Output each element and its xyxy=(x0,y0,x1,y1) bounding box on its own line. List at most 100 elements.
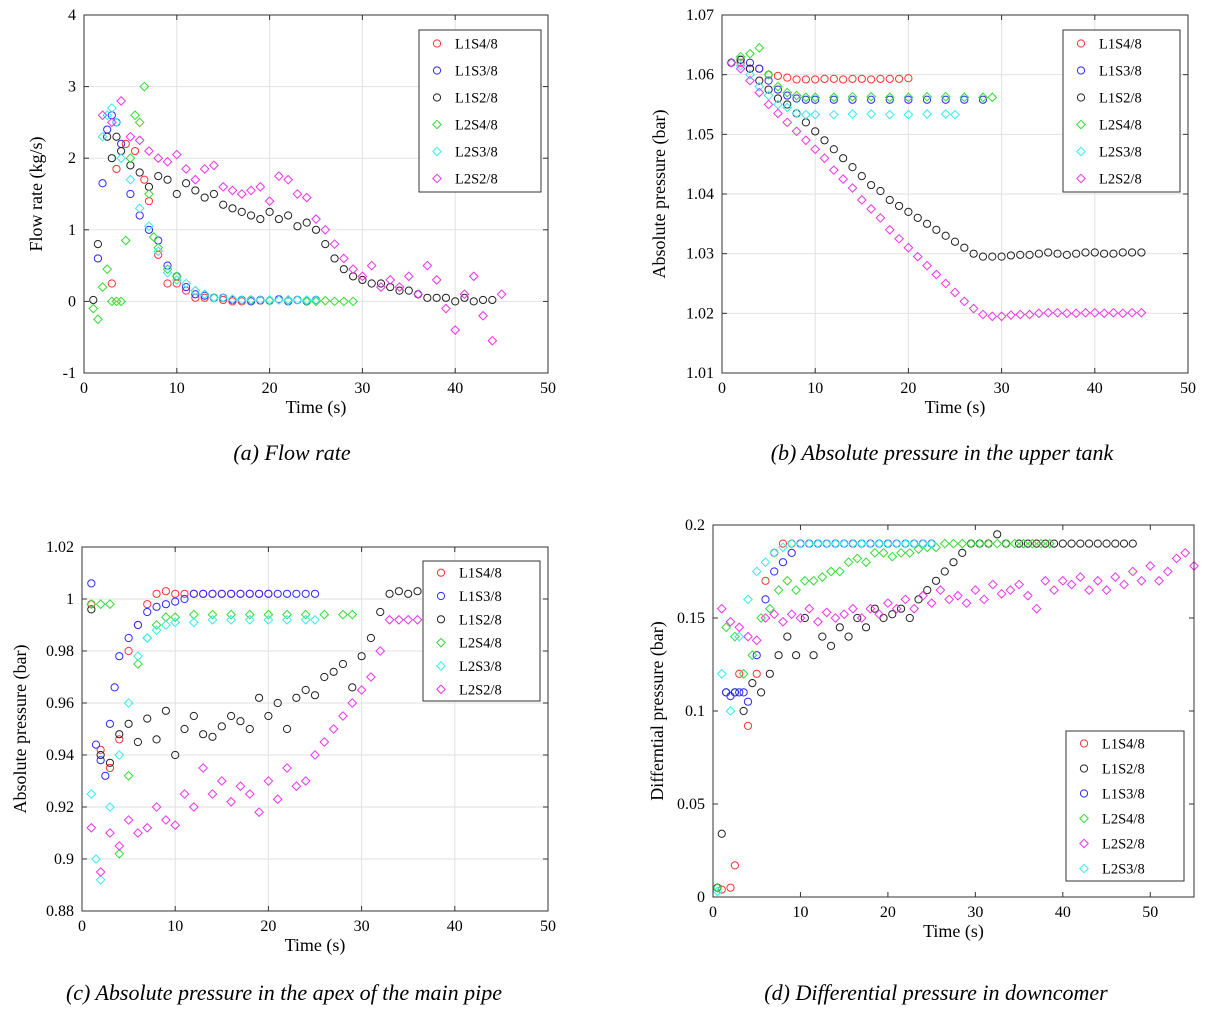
data-point xyxy=(134,203,145,214)
data-point xyxy=(310,691,320,700)
data-point xyxy=(263,609,274,620)
data-point xyxy=(198,763,209,773)
data-point xyxy=(348,296,359,307)
data-point xyxy=(839,609,850,620)
data-point xyxy=(813,539,823,548)
data-point xyxy=(799,575,810,586)
data-point xyxy=(102,110,113,121)
data-point xyxy=(124,719,133,728)
data-point xyxy=(970,585,981,596)
data-point xyxy=(992,538,1003,549)
data-point xyxy=(975,539,984,548)
data-point xyxy=(460,293,469,302)
data-point xyxy=(218,181,229,192)
data-point xyxy=(754,87,765,98)
data-point xyxy=(126,189,135,199)
data-layer xyxy=(726,42,1147,322)
data-point xyxy=(209,292,219,303)
data-point xyxy=(394,587,403,596)
data-point xyxy=(1031,603,1042,614)
data-point xyxy=(887,551,898,562)
data-point xyxy=(1040,575,1051,586)
data-point xyxy=(191,186,200,195)
data-point xyxy=(885,74,894,83)
data-point xyxy=(791,585,801,596)
data-point xyxy=(385,589,394,598)
data-point xyxy=(124,633,133,643)
data-point xyxy=(274,214,283,224)
data-point xyxy=(154,172,163,181)
data-point xyxy=(883,538,893,549)
data-point xyxy=(867,180,876,190)
data-point xyxy=(114,848,125,859)
data-point xyxy=(912,251,923,262)
data-point xyxy=(1136,307,1147,318)
legend-label: L1S2/8 xyxy=(459,612,502,628)
x-tick-label: 40 xyxy=(447,380,463,397)
data-point xyxy=(931,269,942,280)
data-point xyxy=(226,609,237,620)
data-point xyxy=(254,589,264,598)
x-axis-label: Time (s) xyxy=(285,935,346,956)
data-point xyxy=(778,539,788,548)
data-point xyxy=(861,557,871,568)
data-point xyxy=(761,595,770,604)
data-point xyxy=(978,309,988,320)
data-point xyxy=(1009,538,1020,549)
data-point xyxy=(754,42,765,53)
legend-box xyxy=(422,560,541,702)
data-point xyxy=(96,745,105,754)
y-tick-label: 0.15 xyxy=(677,610,705,627)
data-point xyxy=(900,538,911,549)
data-point xyxy=(123,815,134,825)
data-point xyxy=(884,109,895,120)
data-point xyxy=(941,95,950,104)
y-tick-label: 0.88 xyxy=(46,903,74,920)
data-point xyxy=(801,95,810,104)
data-point xyxy=(917,590,928,601)
data-point xyxy=(181,282,191,292)
data-point xyxy=(91,854,101,864)
data-point xyxy=(1171,553,1182,564)
y-tick-label: 0.1 xyxy=(685,703,705,720)
data-point xyxy=(726,57,737,68)
data-point xyxy=(293,295,302,305)
data-point xyxy=(848,538,858,549)
data-point xyxy=(329,667,338,676)
data-point xyxy=(950,237,960,246)
data-point xyxy=(1136,575,1147,586)
data-point xyxy=(189,711,198,721)
data-point xyxy=(1180,547,1191,558)
data-point xyxy=(1084,539,1094,548)
data-point xyxy=(866,204,877,214)
caption-c: (c) Absolute pressure in the apex of the… xyxy=(66,980,502,1005)
data-point xyxy=(726,692,735,701)
data-point xyxy=(909,538,920,549)
data-point xyxy=(302,218,311,227)
data-point xyxy=(729,631,740,642)
data-point xyxy=(301,589,310,598)
data-point xyxy=(773,585,784,596)
data-point xyxy=(1117,308,1128,319)
legend-marker xyxy=(432,119,442,130)
data-point xyxy=(227,294,238,305)
legend-label: L1S3/8 xyxy=(1099,64,1142,80)
caption-d: (d) Differential pressure in downcomer xyxy=(764,980,1108,1005)
y-axis-label: Absolute pressure (bar) xyxy=(649,110,670,279)
data-point xyxy=(148,232,159,242)
data-point xyxy=(959,92,970,103)
data-point xyxy=(1072,249,1081,258)
legend-label: L1S3/8 xyxy=(459,589,502,605)
data-point xyxy=(726,883,735,892)
data-point xyxy=(319,737,330,747)
data-point xyxy=(783,100,792,109)
data-point xyxy=(904,95,913,104)
data-point xyxy=(282,609,292,620)
data-point xyxy=(478,310,488,321)
data-point xyxy=(265,207,274,216)
legend-label: L2S4/8 xyxy=(1099,118,1142,134)
data-point xyxy=(765,669,774,678)
data-point xyxy=(244,614,255,625)
y-tick-label: 0.05 xyxy=(677,796,705,813)
legend-marker xyxy=(1076,119,1086,130)
